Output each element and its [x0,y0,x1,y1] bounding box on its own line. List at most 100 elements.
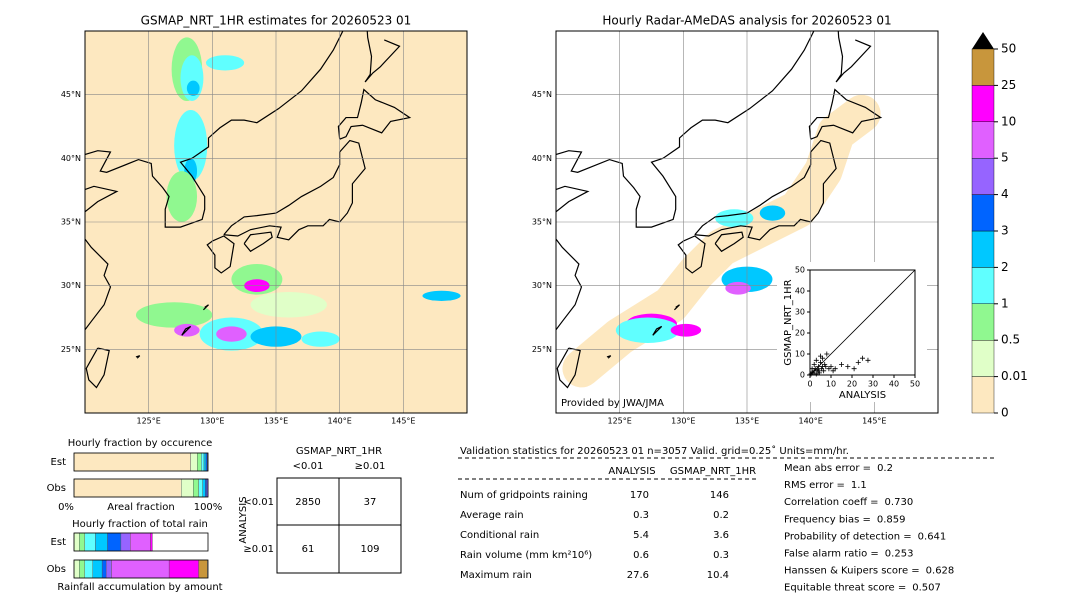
score: Equitable threat score = 0.507 [784,583,941,594]
score: Mean abs error = 0.2 [784,463,893,474]
lat-tick-label: 25°N [61,345,81,354]
colorbar-label: 0.5 [1001,333,1020,347]
rain-area [166,171,198,223]
y-tick-label: 40 [795,287,805,296]
colorbar-segment [971,85,995,123]
colorbar-label: 10 [1001,114,1016,128]
score-label: Probability of detection = [784,531,912,542]
lat-tick-label: 35°N [532,218,552,227]
coastline [364,39,401,83]
point [820,364,826,370]
axis-label: 0% [58,502,74,513]
score: Probability of detection = 0.641 [784,531,946,542]
bar-segment [73,559,80,579]
point [851,366,857,372]
coastline [652,325,663,336]
row-label: <0.01 [243,497,274,508]
point [808,371,814,377]
colorbar-label: 5 [1001,151,1009,165]
rain-area [186,80,200,96]
coastline [364,31,373,83]
lat-tick-label: 45°N [532,90,552,99]
point [826,366,832,372]
score: RMS error = 1.1 [784,480,867,491]
colorbar-label: 25 [1001,78,1016,92]
bar-segment [193,478,199,498]
coastline [135,355,141,359]
bar-segment [105,559,112,579]
axis-label: 100% [194,502,223,513]
coastline [606,355,612,359]
bar-segment [92,559,103,579]
row-label: Est [51,537,67,548]
diagonal [809,269,916,376]
colorbar-segment [971,121,995,159]
lon-tick-label: 145°E [862,417,886,426]
point [818,359,823,365]
bar-segment [120,532,131,552]
coastline [673,304,680,311]
colorbar-label: 2 [1001,260,1009,274]
bar-segment [190,452,198,472]
stat-value: 10.4 [707,570,729,581]
bar-segment [197,452,202,472]
coastline [714,231,744,253]
score: Hanssen & Kuipers score = 0.628 [784,566,954,577]
lat-tick-label: 25°N [532,345,552,354]
row-label: Est [51,457,67,468]
score-value: 0.641 [918,531,947,542]
bar-segment [79,559,85,579]
point [815,364,821,370]
stat-label: Rain volume (mm km²10⁶) [460,550,592,561]
x-tick-label: 10 [826,380,836,389]
score-label: False alarm ratio = [784,549,879,560]
rain-area [135,302,213,328]
y-axis-label: GSMAP_NRT_1HR [783,279,794,365]
rain-area [205,55,245,71]
bar-segment [95,532,108,552]
score-label: Frequency bias = [784,514,871,525]
stat-value: 0.3 [633,510,649,521]
point [824,351,830,357]
bar-segment [205,478,207,498]
row-title: ANALYSIS [238,496,249,543]
colorbar-label: 3 [1001,224,1009,238]
col-label: <0.01 [293,461,324,472]
column-header: GSMAP_NRT_1HR [670,466,756,477]
point [865,357,871,363]
coastline [223,139,366,241]
bar-segment [180,478,194,498]
point [816,370,822,376]
colorbar-segment [971,303,995,341]
bar-segment [201,452,205,472]
stat-value: 0.3 [713,550,729,561]
stat-value: 0.2 [713,510,729,521]
coastline [243,231,273,253]
point [832,366,838,372]
point [860,355,865,361]
bar-segment [79,532,85,552]
lon-tick-label: 125°E [608,417,632,426]
colorbar-label: 4 [1001,187,1009,201]
map-frame [555,30,939,414]
x-tick-label: 50 [910,380,920,389]
point [822,362,828,367]
colorbar-segment [971,157,995,195]
stat-value: 0.6 [633,550,649,561]
coastline [181,325,192,336]
y-tick-label: 30 [795,308,805,317]
score: Frequency bias = 0.859 [784,514,906,525]
stat-value: 170 [630,490,649,501]
colorbar-label: 0 [1001,406,1009,420]
score-value: 0.253 [885,549,914,560]
bar-segment [84,559,93,579]
bar-segment [198,559,208,579]
row-label: Obs [47,564,66,575]
stat-value: 27.6 [627,570,649,581]
stat-value: 146 [710,490,729,501]
score-value: 0.507 [912,583,941,594]
rain-area [725,281,751,295]
stat-label: Average rain [460,510,524,521]
stat-value: 3.6 [713,530,729,541]
score-value: 0.628 [926,566,955,577]
